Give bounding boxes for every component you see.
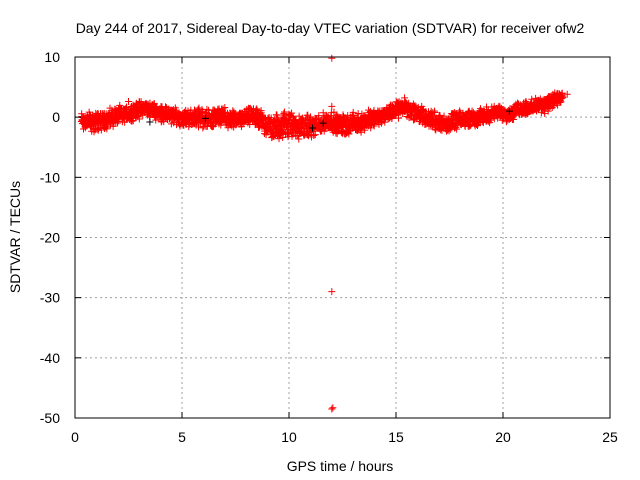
y-tick-label: -10 [40,169,60,185]
data-point [328,102,336,110]
data-point [329,404,337,412]
data-point [563,90,571,98]
data-point [431,125,439,133]
y-tick-label: -20 [40,230,60,246]
data-point [328,405,336,413]
data-point [431,108,439,116]
data-point [328,54,336,62]
x-tick-label: 5 [178,429,186,445]
y-tick-label: -40 [40,350,60,366]
data-point [446,125,454,133]
data-point [199,124,207,132]
data-point [202,114,210,122]
data-point [113,119,121,127]
data-point [440,112,448,120]
data-point [339,111,347,119]
data-point [125,98,132,106]
y-axis-label: SDTVAR / TECUs [7,181,23,293]
data-point [395,114,403,122]
data-point [401,94,409,102]
data-point [453,125,461,133]
data-point [172,106,180,114]
data-point [505,107,513,115]
data-point [219,105,227,113]
data-points [77,54,571,413]
x-tick-label: 10 [281,429,297,445]
data-point [146,118,154,126]
y-tick-label: 0 [52,109,60,125]
data-point [78,110,86,118]
y-tick-label: 10 [44,49,60,65]
data-point [559,93,567,101]
data-point [522,98,530,106]
x-tick-label: 20 [495,429,511,445]
data-point [195,104,203,112]
data-point [367,124,375,132]
chart-title: Day 244 of 2017, Sidereal Day-to-day VTE… [76,20,585,36]
data-point [260,116,268,124]
data-point [93,125,101,133]
data-point [97,126,105,134]
data-point [544,107,552,115]
x-tick-label: 25 [602,429,618,445]
data-point [288,109,296,117]
y-tick-label: -30 [40,290,60,306]
data-point [295,135,303,143]
data-point [309,124,317,132]
y-tick-label: -50 [40,410,60,426]
data-point [537,109,545,117]
data-point [281,108,289,116]
data-point [418,102,426,110]
data-point [123,104,131,112]
data-point [319,119,327,127]
data-point [361,126,369,134]
x-tick-label: 0 [71,429,79,445]
data-point [328,288,336,296]
axis-ticks: 0 5 10 15 20 25 -50 -40 -30 -20 -10 0 10 [40,49,618,445]
data-point [495,105,503,113]
data-point [135,98,143,106]
data-point [203,105,211,113]
x-axis-label: GPS time / hours [287,458,394,474]
data-point [349,108,357,116]
data-point [273,111,281,119]
data-point [190,106,198,114]
data-point [270,132,278,140]
data-point [244,119,252,127]
x-tick-label: 15 [388,429,404,445]
data-point [381,118,389,126]
data-point [310,132,318,140]
data-point [311,131,319,139]
data-point [135,115,143,123]
data-point [221,104,229,112]
